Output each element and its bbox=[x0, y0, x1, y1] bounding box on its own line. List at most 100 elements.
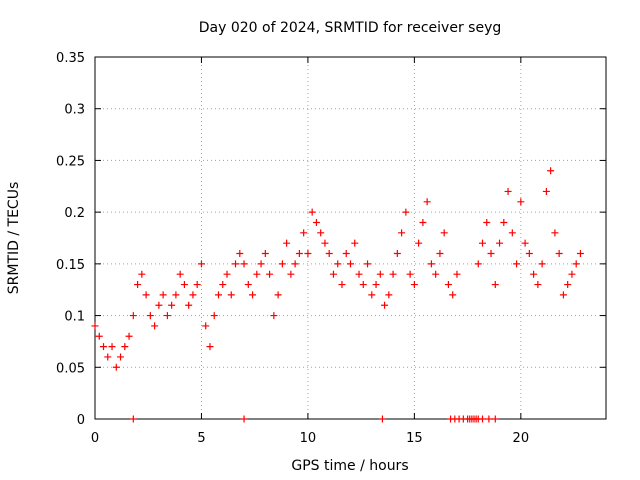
data-point bbox=[534, 281, 542, 289]
data-point bbox=[376, 270, 384, 278]
data-point bbox=[100, 343, 108, 351]
data-point bbox=[142, 291, 150, 299]
data-point bbox=[214, 291, 222, 299]
data-point bbox=[253, 270, 261, 278]
data-point bbox=[504, 187, 512, 195]
data-point bbox=[278, 260, 286, 268]
data-point bbox=[525, 250, 533, 258]
data-point bbox=[368, 291, 376, 299]
data-point bbox=[491, 415, 499, 423]
x-tick-label: 15 bbox=[406, 431, 423, 446]
grid-lines bbox=[95, 57, 606, 419]
data-point bbox=[151, 322, 159, 330]
data-point bbox=[419, 218, 427, 226]
data-point bbox=[555, 250, 563, 258]
data-point bbox=[500, 218, 508, 226]
data-points bbox=[91, 167, 584, 423]
data-point bbox=[232, 260, 240, 268]
data-point bbox=[547, 167, 555, 175]
data-point bbox=[559, 291, 567, 299]
data-point bbox=[193, 281, 201, 289]
data-point bbox=[406, 270, 414, 278]
data-point bbox=[249, 291, 257, 299]
data-point bbox=[517, 198, 525, 206]
data-point bbox=[185, 301, 193, 309]
data-point bbox=[266, 270, 274, 278]
data-point bbox=[176, 270, 184, 278]
data-point bbox=[551, 229, 559, 237]
x-tick-label: 0 bbox=[91, 431, 99, 446]
data-point bbox=[479, 239, 487, 247]
data-point bbox=[389, 270, 397, 278]
data-point bbox=[163, 312, 171, 320]
data-point bbox=[398, 229, 406, 237]
y-tick-labels: 0 0.05 0.1 0.15 0.2 0.25 0.3 0.35 bbox=[56, 51, 85, 428]
data-point bbox=[112, 363, 120, 371]
x-tick-label: 5 bbox=[197, 431, 205, 446]
data-point bbox=[496, 239, 504, 247]
data-point bbox=[513, 260, 521, 268]
data-point bbox=[95, 332, 103, 340]
chart-title: Day 020 of 2024, SRMTID for receiver sey… bbox=[199, 20, 502, 36]
data-point bbox=[125, 332, 133, 340]
x-tick-labels: 0 5 10 15 20 bbox=[91, 431, 529, 446]
data-point bbox=[372, 281, 380, 289]
x-tick-label: 10 bbox=[300, 431, 317, 446]
data-point bbox=[329, 270, 337, 278]
data-point bbox=[453, 270, 461, 278]
axis-ticks bbox=[94, 56, 606, 420]
y-tick-label: 0.35 bbox=[56, 51, 85, 66]
data-point bbox=[334, 260, 342, 268]
data-point bbox=[449, 291, 457, 299]
data-point bbox=[342, 250, 350, 258]
data-point bbox=[244, 281, 252, 289]
data-point bbox=[576, 250, 584, 258]
data-point bbox=[270, 312, 278, 320]
data-point bbox=[172, 291, 180, 299]
y-tick-label: 0.25 bbox=[56, 154, 85, 169]
data-point bbox=[134, 281, 142, 289]
data-point bbox=[474, 260, 482, 268]
data-point bbox=[485, 415, 493, 423]
y-tick-label: 0.3 bbox=[64, 103, 85, 118]
data-point bbox=[129, 312, 137, 320]
data-point bbox=[261, 250, 269, 258]
data-point bbox=[146, 312, 154, 320]
data-point bbox=[385, 291, 393, 299]
data-point bbox=[483, 218, 491, 226]
data-point bbox=[210, 312, 218, 320]
data-point bbox=[117, 353, 125, 361]
data-point bbox=[487, 250, 495, 258]
data-point bbox=[308, 208, 316, 216]
y-axis-title: SRMTID / TECUs bbox=[6, 182, 22, 295]
data-point bbox=[491, 281, 499, 289]
data-point bbox=[219, 281, 227, 289]
x-tick-label: 20 bbox=[513, 431, 530, 446]
data-point bbox=[359, 281, 367, 289]
data-point bbox=[410, 281, 418, 289]
data-point bbox=[168, 301, 176, 309]
data-point bbox=[227, 291, 235, 299]
y-tick-label: 0.1 bbox=[64, 310, 85, 325]
data-point bbox=[304, 250, 312, 258]
data-point bbox=[564, 281, 572, 289]
data-point bbox=[287, 270, 295, 278]
data-point bbox=[155, 301, 163, 309]
data-point bbox=[197, 260, 205, 268]
data-point bbox=[300, 229, 308, 237]
data-point bbox=[479, 415, 487, 423]
data-point bbox=[206, 343, 214, 351]
y-tick-label: 0.15 bbox=[56, 258, 85, 273]
y-tick-label: 0.2 bbox=[64, 206, 85, 221]
data-point bbox=[240, 415, 248, 423]
data-point bbox=[202, 322, 210, 330]
data-point bbox=[355, 270, 363, 278]
data-point bbox=[236, 250, 244, 258]
data-point bbox=[108, 343, 116, 351]
data-point bbox=[240, 260, 248, 268]
data-point bbox=[427, 260, 435, 268]
data-point bbox=[542, 187, 550, 195]
data-point bbox=[138, 270, 146, 278]
